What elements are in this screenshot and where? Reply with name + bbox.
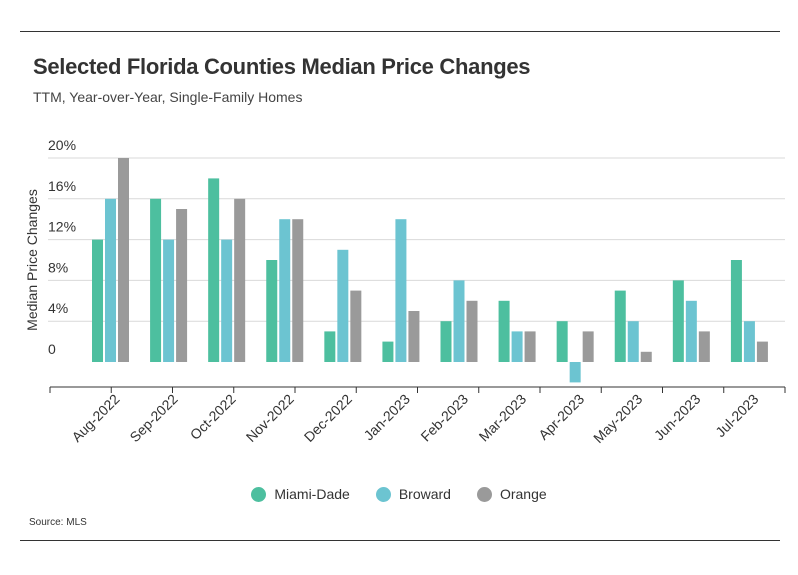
y-tick-label: 0 [48, 341, 56, 357]
bar-orange-dec-2022 [350, 290, 362, 362]
bar-miami-dade-jan-2023 [382, 341, 394, 362]
bar-orange-sep-2022 [176, 209, 188, 362]
bar-orange-may-2023 [640, 351, 652, 362]
bar-miami-dade-may-2023 [614, 290, 626, 362]
y-tick-label: 4% [48, 300, 68, 316]
bar-broward-apr-2023 [569, 362, 581, 383]
bars [92, 158, 768, 383]
x-tick-label: Sep-2022 [126, 391, 180, 445]
y-axis-ticks: 0 4% 8% 12% 16% 20% [48, 137, 76, 357]
bar-orange-mar-2023 [524, 331, 536, 362]
bar-broward-dec-2022 [337, 249, 349, 362]
x-tick-label: Nov-2022 [243, 391, 297, 445]
x-axis: Aug-2022 Sep-2022 Oct-2022 Nov-2022 Dec-2022… [49, 386, 786, 446]
legend: Miami-Dade Broward Orange [0, 486, 798, 502]
bar-orange-jun-2023 [698, 331, 710, 362]
x-tick-label: Mar-2023 [476, 391, 530, 445]
legend-label: Orange [499, 486, 547, 502]
bar-broward-oct-2022 [221, 239, 233, 362]
bar-miami-dade-dec-2022 [324, 331, 336, 362]
x-tick-label: Jan-2023 [360, 391, 413, 444]
bar-broward-mar-2023 [511, 331, 523, 362]
bar-broward-jul-2023 [743, 321, 755, 362]
top-rule [20, 31, 780, 32]
x-tick-label: Jul-2023 [712, 391, 761, 440]
x-tick-label: Jun-2023 [651, 391, 704, 444]
bar-miami-dade-jul-2023 [730, 260, 742, 362]
bar-broward-jun-2023 [685, 300, 697, 362]
x-tick-label: May-2023 [590, 391, 645, 446]
legend-item-orange: Orange [476, 486, 547, 502]
bar-miami-dade-mar-2023 [498, 300, 510, 362]
bar-broward-may-2023 [627, 321, 639, 362]
y-axis-label: Median Price Changes [24, 189, 40, 331]
bar-miami-dade-apr-2023 [556, 321, 568, 362]
y-tick-label: 8% [48, 259, 68, 275]
bar-broward-jan-2023 [395, 219, 407, 362]
legend-label: Broward [398, 486, 451, 502]
bottom-rule [20, 540, 780, 541]
bar-orange-jan-2023 [408, 311, 420, 362]
bar-orange-feb-2023 [466, 300, 478, 362]
legend-item-broward: Broward [375, 486, 451, 502]
bar-miami-dade-nov-2022 [266, 260, 278, 362]
bar-miami-dade-jun-2023 [672, 280, 684, 362]
source-note: Source: MLS [29, 517, 87, 528]
bar-miami-dade-oct-2022 [208, 178, 220, 362]
x-tick-label: Feb-2023 [417, 391, 471, 445]
x-tick-label: Oct-2022 [187, 391, 239, 443]
legend-swatch [476, 486, 492, 502]
legend-swatch [251, 486, 267, 502]
legend-item-miami-dade: Miami-Dade [251, 486, 350, 502]
bar-miami-dade-sep-2022 [150, 198, 162, 362]
bar-broward-sep-2022 [163, 239, 175, 362]
y-tick-label: 16% [48, 178, 76, 194]
legend-label: Miami-Dade [274, 486, 350, 502]
bar-orange-oct-2022 [234, 198, 246, 362]
x-tick-label: Dec-2022 [301, 391, 355, 445]
y-tick-label: 12% [48, 219, 76, 235]
chart-title: Selected Florida Counties Median Price C… [33, 54, 531, 79]
bar-broward-nov-2022 [279, 219, 291, 362]
y-tick-label: 20% [48, 137, 76, 153]
chart-subtitle: TTM, Year-over-Year, Single-Family Homes [33, 89, 303, 105]
bar-broward-feb-2023 [453, 280, 465, 362]
bar-miami-dade-aug-2022 [92, 239, 103, 362]
bar-orange-apr-2023 [582, 331, 594, 362]
bar-orange-nov-2022 [292, 219, 304, 362]
legend-swatch [375, 486, 391, 502]
x-tick-label: Aug-2022 [68, 391, 122, 445]
bar-broward-aug-2022 [105, 198, 116, 362]
bar-orange-jul-2023 [756, 341, 768, 362]
bar-miami-dade-feb-2023 [440, 321, 452, 362]
bar-orange-aug-2022 [118, 158, 129, 362]
x-tick-label: Apr-2023 [535, 391, 587, 443]
